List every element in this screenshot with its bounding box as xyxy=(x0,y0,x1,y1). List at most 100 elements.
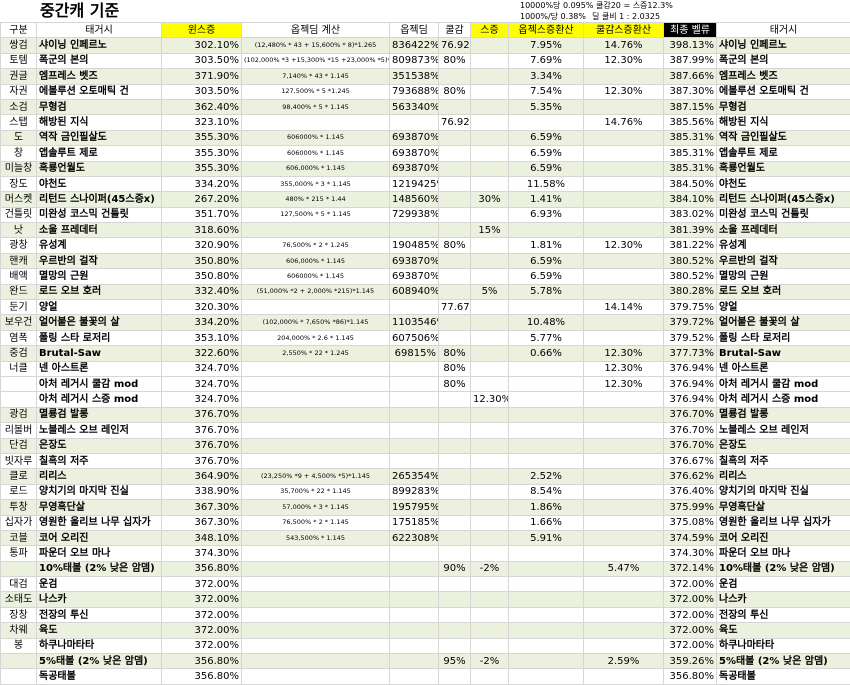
cooldown-skill-cell xyxy=(584,161,664,176)
weapon-cell: 무영흑단살 xyxy=(37,500,162,515)
header-row: 구분 태거시 윈스증 옵젝딤 계산 옵젝딤 쿨감 스증 옵젝스증환산 쿨감스증환… xyxy=(1,23,850,38)
skill-boost-cell xyxy=(471,130,509,145)
calc-formula-cell: 480% * 215 * 1.44 xyxy=(242,192,390,207)
calc-formula-cell xyxy=(242,607,390,622)
skill-boost-cell xyxy=(471,530,509,545)
final-value-cell: 377.73% xyxy=(664,346,717,361)
base-value-cell: 351.70% xyxy=(162,207,242,222)
final-value-cell: 372.14% xyxy=(664,561,717,576)
category-cell: 통파 xyxy=(1,546,37,561)
base-value-cell: 303.50% xyxy=(162,53,242,68)
skill-boost-cell: 5% xyxy=(471,284,509,299)
base-value-cell: 318.60% xyxy=(162,223,242,238)
weapon-name-cell: 엠프레스 벳즈 xyxy=(717,69,850,84)
base-value-cell: 324.70% xyxy=(162,361,242,376)
option-skill-cell xyxy=(509,361,584,376)
weapon-name-cell: 무영흑단살 xyxy=(717,500,850,515)
final-value-cell: 387.30% xyxy=(664,84,717,99)
cooldown-cell xyxy=(439,207,471,222)
weapon-name-cell: 전장의 투신 xyxy=(717,607,850,622)
weapon-cell: 나스카 xyxy=(37,592,162,607)
weapon-name-cell: 야천도 xyxy=(717,176,850,191)
skill-boost-cell xyxy=(471,623,509,638)
cooldown-cell xyxy=(439,500,471,515)
category-cell xyxy=(1,669,37,684)
weapon-name-cell: 멸망의 근원 xyxy=(717,269,850,284)
cooldown-skill-cell xyxy=(584,623,664,638)
header-base: 윈스증 xyxy=(162,23,242,38)
calc-formula-cell xyxy=(242,407,390,422)
final-value-cell: 387.15% xyxy=(664,99,717,114)
calc-formula-cell: 35,700% * 22 * 1.145 xyxy=(242,484,390,499)
option-damage-cell: 607506% xyxy=(390,330,439,345)
weapon-cell: 5%태볼 (2% 낮은 암뎀) xyxy=(37,654,162,669)
skill-boost-cell xyxy=(471,146,509,161)
calc-formula-cell xyxy=(242,577,390,592)
calc-formula-cell: 2,550% * 22 * 1.245 xyxy=(242,346,390,361)
skill-boost-cell xyxy=(471,546,509,561)
option-damage-cell xyxy=(390,376,439,391)
category-cell: 단검 xyxy=(1,438,37,453)
calc-formula-cell xyxy=(242,638,390,653)
weapon-cell: 코어 오리진 xyxy=(37,530,162,545)
cooldown-skill-cell xyxy=(584,607,664,622)
final-value-cell: 376.70% xyxy=(664,407,717,422)
category-cell: 차웨 xyxy=(1,623,37,638)
option-damage-cell: 693870% xyxy=(390,130,439,145)
option-damage-cell: 175185% xyxy=(390,515,439,530)
calc-formula-cell: 57,000% * 3 * 1.145 xyxy=(242,500,390,515)
category-cell: 봉 xyxy=(1,638,37,653)
category-cell: 로드 xyxy=(1,484,37,499)
cooldown-skill-cell: 12.30% xyxy=(584,361,664,376)
final-value-cell: 375.99% xyxy=(664,500,717,515)
cooldown-cell xyxy=(439,392,471,407)
option-damage-cell: 693870% xyxy=(390,253,439,268)
final-value-cell: 374.30% xyxy=(664,546,717,561)
final-value-cell: 379.72% xyxy=(664,315,717,330)
weapon-name-cell: 영원한 올리브 나무 십자가 xyxy=(717,515,850,530)
calc-formula-cell xyxy=(242,361,390,376)
option-skill-cell xyxy=(509,638,584,653)
weapon-cell: 해방된 지식 xyxy=(37,115,162,130)
cooldown-skill-cell xyxy=(584,130,664,145)
cooldown-cell xyxy=(439,407,471,422)
header-weapon-2: 태거시 xyxy=(717,23,850,38)
base-value-cell: 350.80% xyxy=(162,253,242,268)
option-skill-cell xyxy=(509,407,584,422)
skill-boost-cell xyxy=(471,669,509,684)
option-skill-cell xyxy=(509,423,584,438)
option-damage-cell: 1103546% xyxy=(390,315,439,330)
calc-formula-cell xyxy=(242,300,390,315)
option-damage-cell xyxy=(390,300,439,315)
weapon-cell: 전장의 투신 xyxy=(37,607,162,622)
cooldown-cell xyxy=(439,99,471,114)
final-value-cell: 385.56% xyxy=(664,115,717,130)
cooldown-cell: 95% xyxy=(439,654,471,669)
option-damage-cell xyxy=(390,546,439,561)
option-damage-cell: 69815% xyxy=(390,346,439,361)
option-damage-cell xyxy=(390,607,439,622)
cooldown-skill-cell: 14.14% xyxy=(584,300,664,315)
cooldown-skill-cell xyxy=(584,269,664,284)
calc-formula-cell xyxy=(242,438,390,453)
skill-boost-cell xyxy=(471,330,509,345)
cooldown-skill-cell xyxy=(584,500,664,515)
cooldown-cell xyxy=(439,638,471,653)
cooldown-skill-cell xyxy=(584,407,664,422)
weapon-cell: 하쿠나마타타 xyxy=(37,638,162,653)
final-value-cell: 372.00% xyxy=(664,638,717,653)
weapon-cell: 양치기의 마지막 진실 xyxy=(37,484,162,499)
skill-boost-cell xyxy=(471,238,509,253)
cooldown-skill-cell xyxy=(584,530,664,545)
header-calc: 옵젝딤 계산 xyxy=(242,23,390,38)
weapon-name-cell: 유성계 xyxy=(717,238,850,253)
weapon-cell: 얼어붙은 불꽃의 살 xyxy=(37,315,162,330)
option-damage-cell: 693870% xyxy=(390,146,439,161)
weapon-name-cell: 해방된 지식 xyxy=(717,115,850,130)
